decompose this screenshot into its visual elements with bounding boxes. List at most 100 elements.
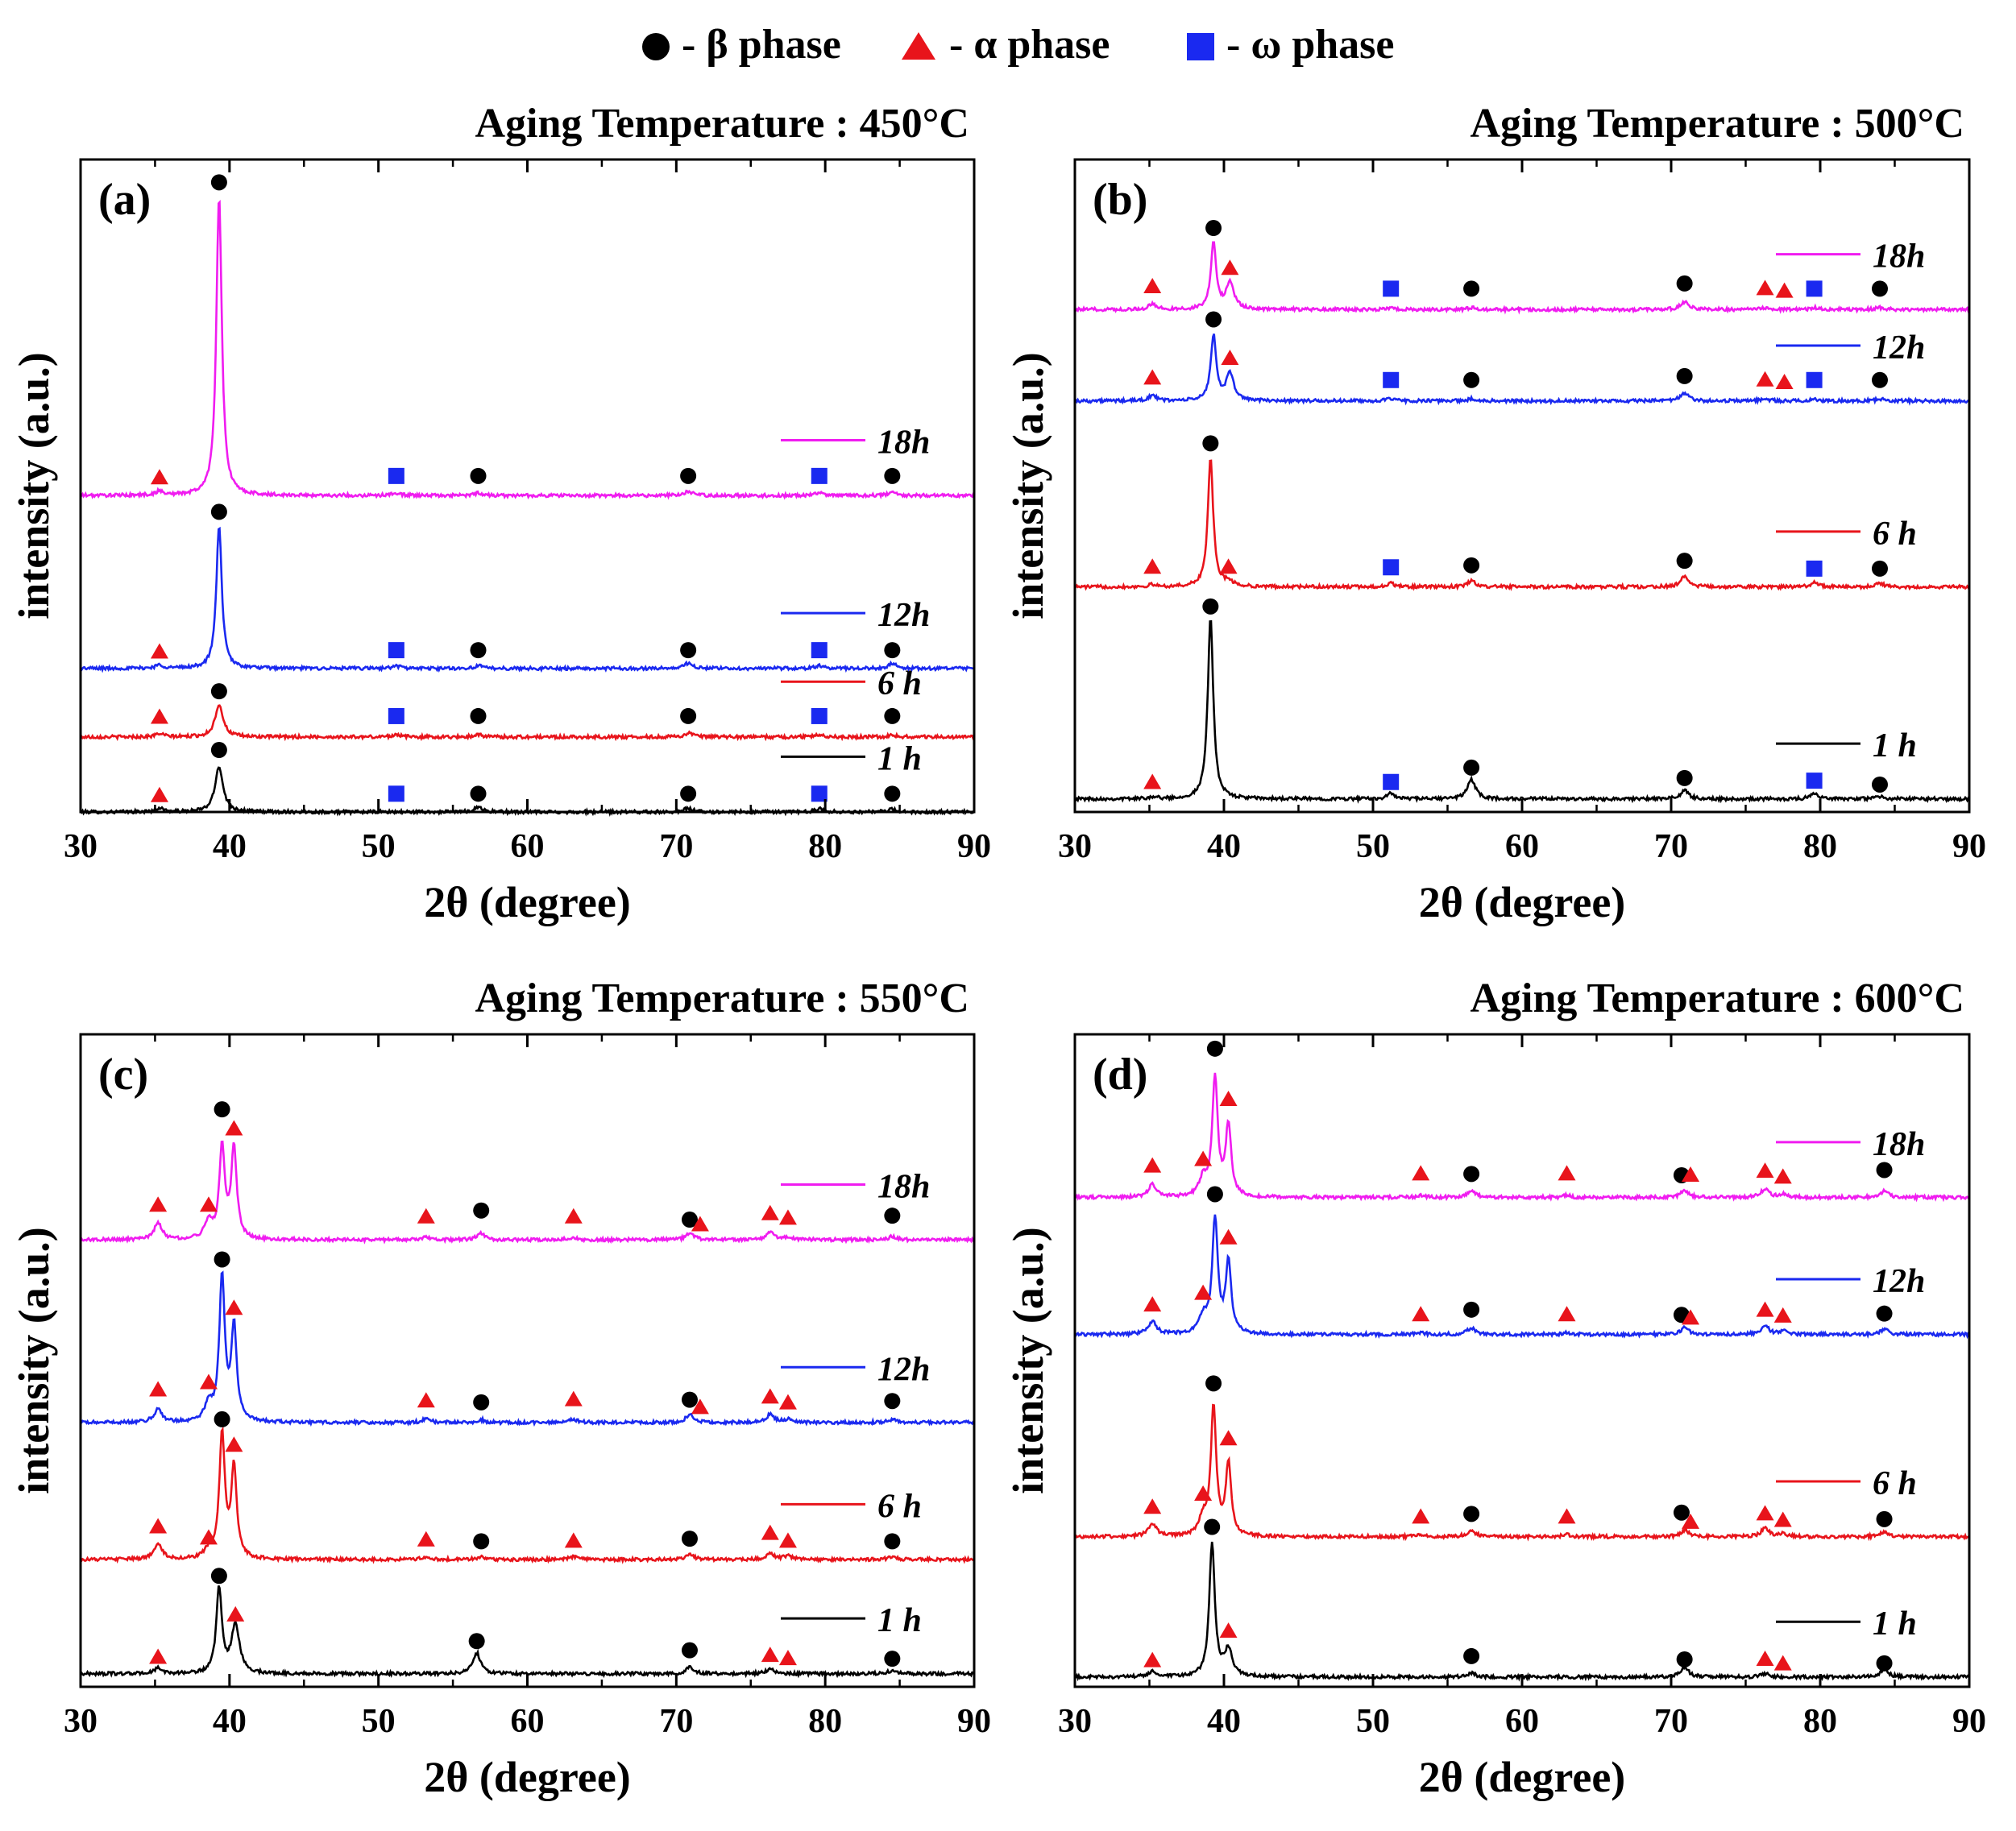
alpha-marker	[564, 1390, 583, 1406]
beta-marker	[473, 1394, 490, 1411]
x-tick-label: 60	[511, 828, 545, 865]
alpha-marker	[1756, 1505, 1774, 1521]
alpha-marker	[1558, 1165, 1576, 1181]
beta-marker	[1463, 1506, 1480, 1522]
alpha-marker	[1143, 277, 1162, 293]
alpha-marker	[417, 1531, 435, 1547]
legend-label-omega: - ω phase	[1226, 22, 1394, 68]
alpha-marker	[1143, 369, 1162, 385]
omega-marker	[811, 785, 828, 802]
omega-marker	[1806, 280, 1823, 297]
beta-marker	[1876, 1655, 1893, 1672]
beta-marker	[1676, 275, 1693, 292]
beta-marker	[1872, 560, 1888, 577]
series-line-12h	[1073, 333, 1970, 406]
legend-label-beta: - β phase	[682, 22, 841, 68]
beta-marker	[884, 707, 901, 724]
beta-marker	[1205, 311, 1222, 328]
series-line-6h	[80, 704, 976, 742]
beta-marker	[884, 642, 901, 659]
beta-marker	[681, 1642, 698, 1659]
alpha-marker	[1773, 1307, 1792, 1323]
beta-marker	[884, 1208, 901, 1224]
series-label: 1 h	[1873, 727, 1917, 764]
series-line-12h	[81, 1270, 975, 1427]
beta-marker	[1206, 1040, 1223, 1057]
beta-marker	[1876, 1162, 1893, 1179]
series-label: 1 h	[877, 1602, 922, 1639]
omega-marker	[811, 467, 828, 484]
x-tick-label: 30	[1058, 1703, 1092, 1740]
beta-marker	[1463, 371, 1480, 388]
x-axis-label: 2θ (degree)	[424, 1753, 631, 1801]
alpha-marker	[199, 1373, 218, 1390]
x-tick-label: 70	[659, 1703, 693, 1740]
beta-marker	[473, 1202, 490, 1219]
series-label: 6 h	[877, 665, 922, 702]
series-line-6h	[80, 1426, 976, 1564]
beta-marker	[1676, 1651, 1693, 1667]
beta-marker	[680, 467, 697, 484]
x-tick-label: 90	[957, 828, 991, 865]
series-label: 12h	[877, 597, 930, 634]
beta-marker	[210, 174, 227, 191]
beta-marker	[884, 467, 901, 484]
x-tick-label: 50	[362, 1703, 396, 1740]
alpha-marker	[1682, 1309, 1700, 1325]
alpha-marker	[149, 1648, 168, 1664]
x-tick-label: 60	[1505, 828, 1539, 865]
series-label: 1 h	[877, 740, 922, 777]
x-tick-label: 50	[1356, 1703, 1390, 1740]
alpha-marker	[417, 1392, 435, 1408]
alpha-marker	[1773, 1511, 1792, 1527]
alpha-marker	[1143, 1296, 1162, 1312]
alpha-marker	[1682, 1166, 1700, 1182]
beta-marker	[210, 503, 227, 520]
beta-marker	[473, 1533, 490, 1550]
series-label: 12h	[877, 1351, 930, 1388]
omega-marker	[1383, 559, 1400, 576]
x-tick-label: 40	[1207, 828, 1241, 865]
panel-label: (a)	[98, 175, 151, 225]
x-tick-label: 90	[1952, 1703, 1986, 1740]
alpha-marker	[1194, 1485, 1213, 1502]
alpha-marker	[199, 1196, 218, 1212]
panel-b-500c: Aging Temperature : 500°C 1 h 6 h 12h 18h 30 4…	[1004, 101, 1986, 926]
panel-label: (d)	[1093, 1050, 1147, 1100]
alpha-marker	[150, 643, 168, 659]
alpha-marker	[1221, 350, 1239, 366]
beta-marker	[210, 683, 227, 700]
series-line-12h	[1073, 1214, 1970, 1340]
series-line-18h	[1074, 241, 1971, 315]
beta-marker	[1676, 367, 1693, 384]
legend-label-alpha: - α phase	[949, 22, 1110, 68]
beta-marker	[1463, 1647, 1480, 1664]
alpha-marker	[150, 786, 168, 802]
series-label: 18h	[1873, 238, 1925, 275]
x-tick-label: 60	[511, 1703, 545, 1740]
alpha-marker	[1194, 1150, 1213, 1166]
x-tick-label: 70	[659, 828, 693, 865]
beta-marker	[884, 1533, 901, 1550]
x-tick-label: 80	[1803, 1703, 1837, 1740]
series-line-6h	[1073, 459, 1971, 591]
alpha-marker	[1143, 558, 1162, 574]
alpha-marker	[149, 1196, 168, 1212]
panel-title: Aging Temperature : 500°C	[1471, 101, 1965, 147]
panel-label: (b)	[1093, 175, 1147, 225]
panel-d-600c: Aging Temperature : 600°C 1 h 6 h 12h 18h 30 4…	[1004, 976, 1986, 1801]
alpha-marker	[1412, 1165, 1430, 1181]
omega-marker	[388, 642, 404, 659]
omega-marker	[1383, 773, 1400, 790]
panel-title: Aging Temperature : 550°C	[475, 976, 970, 1021]
alpha-marker	[199, 1529, 218, 1545]
beta-marker	[470, 785, 487, 802]
alpha-marker	[1219, 1091, 1238, 1106]
omega-marker	[1383, 371, 1400, 388]
alpha-marker	[1756, 1301, 1774, 1317]
beta-marker	[470, 642, 487, 659]
beta-marker	[680, 785, 697, 802]
series-label: 18h	[877, 1169, 930, 1206]
beta-marker	[1676, 769, 1693, 786]
